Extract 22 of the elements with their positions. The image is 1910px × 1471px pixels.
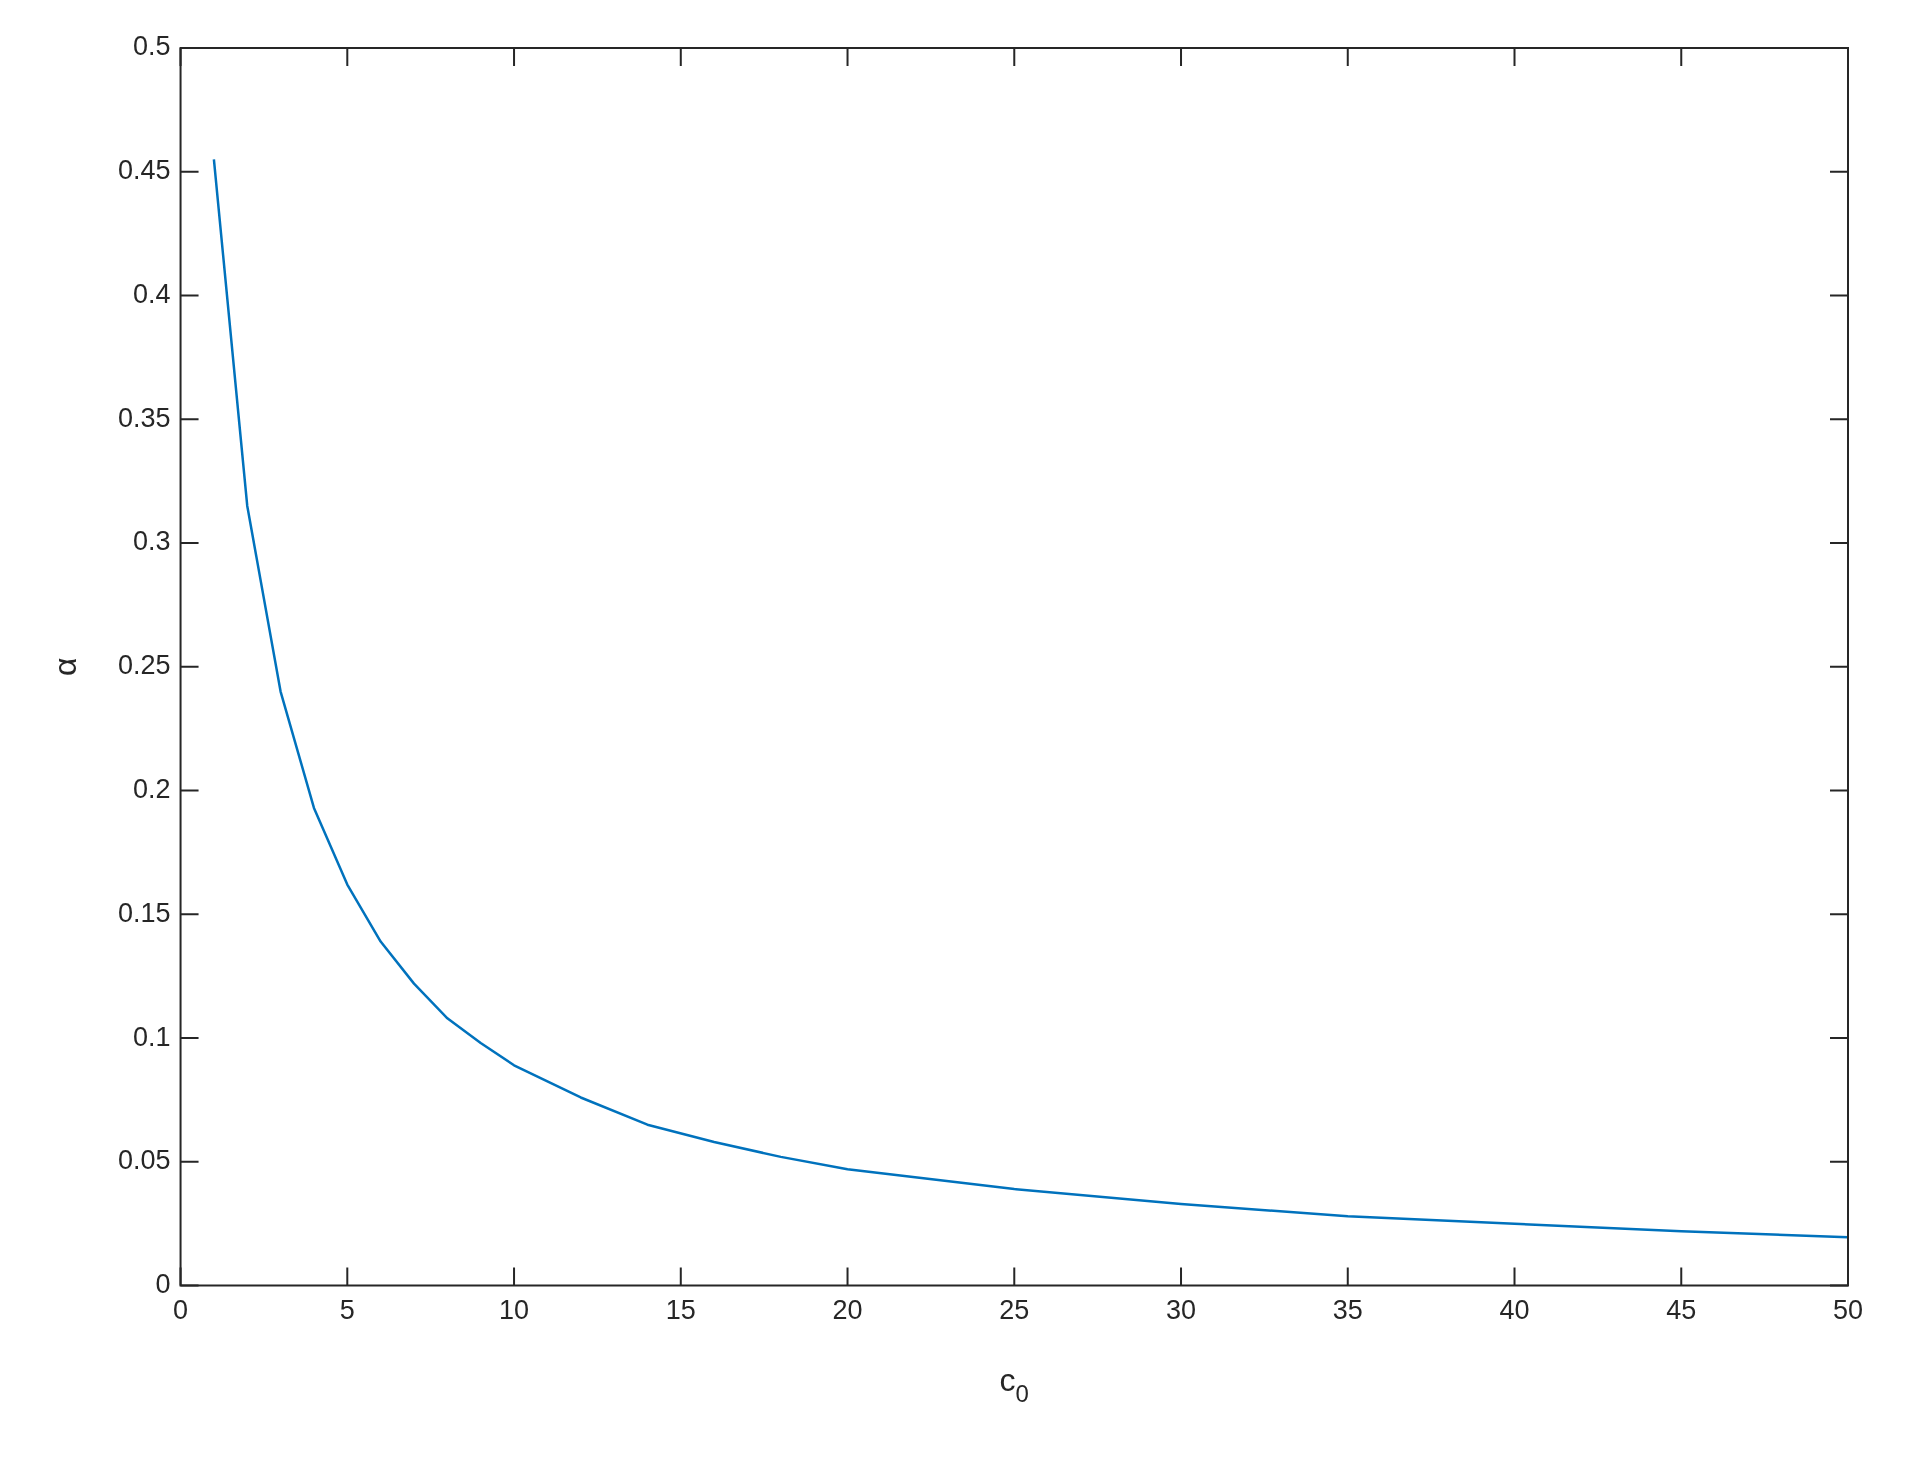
x-tick-label: 15 (665, 1295, 696, 1326)
y-axis-title: α (46, 657, 83, 677)
x-tick-label: 30 (1166, 1295, 1197, 1326)
y-tick-label: 0.3 (133, 526, 171, 557)
y-tick-label: 0.15 (117, 897, 171, 928)
x-tick-label: 45 (1666, 1295, 1697, 1326)
x-tick-label: 5 (339, 1295, 355, 1326)
y-tick-label: 0.4 (133, 278, 171, 309)
x-tick-label: 40 (1499, 1295, 1530, 1326)
x-tick-label: 25 (999, 1295, 1030, 1326)
y-tick-label: 0.25 (117, 650, 171, 681)
y-tick-label: 0 (155, 1269, 171, 1300)
y-tick-label: 0.45 (117, 155, 171, 186)
x-tick-label: 10 (499, 1295, 530, 1326)
y-tick-label: 0.35 (117, 402, 171, 433)
y-tick-label: 0.1 (133, 1021, 171, 1052)
y-tick-label: 0.2 (133, 774, 171, 805)
y-tick-label: 0.5 (133, 31, 171, 62)
x-tick-label: 20 (832, 1295, 863, 1326)
x-tick-label: 50 (1832, 1295, 1864, 1326)
y-tick-label: 0.05 (117, 1145, 171, 1176)
x-tick-label: 35 (1332, 1295, 1363, 1326)
